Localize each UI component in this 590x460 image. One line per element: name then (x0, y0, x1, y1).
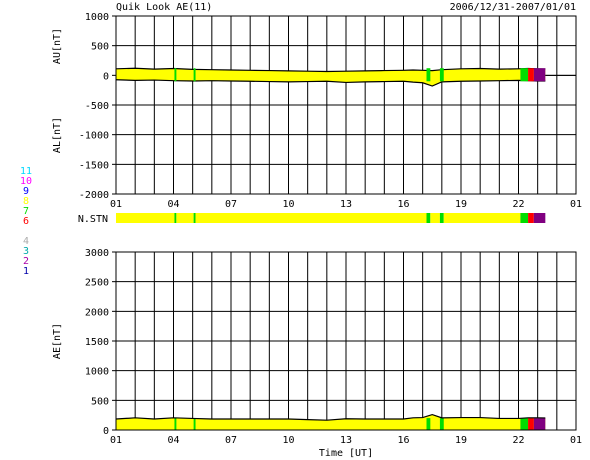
x-tick-label: 19 (455, 435, 467, 446)
station-segment (193, 213, 196, 223)
ae-station-segment (426, 418, 431, 430)
x-tick-label: 10 (282, 435, 294, 446)
legend-entry: 11 (20, 166, 32, 177)
al-axis-label: AL[nT] (52, 117, 63, 153)
legend-entry: 2 (23, 256, 29, 267)
x-axis-label: Time [UT] (319, 448, 373, 459)
station-segment (443, 213, 521, 223)
n-stn-label: N.STN (78, 214, 108, 225)
y-tick-label: -1000 (79, 131, 109, 142)
y-tick-label: -500 (85, 101, 109, 112)
y-tick-label: -1500 (79, 160, 109, 171)
x-tick-label: 16 (397, 435, 409, 446)
au-al-station-segment (426, 68, 431, 82)
au-series-line (115, 67, 546, 73)
station-segment (426, 213, 431, 223)
ae-station-segment (528, 418, 534, 430)
legend-entry: 9 (23, 186, 29, 197)
station-segment (533, 213, 546, 223)
station-segment (520, 213, 529, 223)
ae-station-segment (439, 418, 444, 430)
legend-entry: 10 (20, 176, 32, 187)
legend-entry: 7 (23, 206, 29, 217)
au-al-station-segment (439, 68, 444, 82)
al-series-line (115, 79, 546, 87)
x-tick-label: 04 (167, 199, 179, 210)
y-tick-label: 500 (91, 396, 109, 407)
ae-area (116, 414, 546, 430)
x-tick-label: 13 (340, 435, 352, 446)
x-tick-label: 10 (282, 199, 294, 210)
chart-title: Quik Look AE(11) (116, 2, 212, 13)
ae-station-segment (193, 418, 196, 430)
x-tick-label: 01 (110, 199, 122, 210)
ae-station-segment (533, 418, 546, 430)
x-tick-label: 01 (110, 435, 122, 446)
legend-entry: 4 (23, 236, 29, 247)
y-tick-label: 2000 (85, 307, 109, 318)
station-segment (176, 213, 194, 223)
y-tick-label: 500 (91, 42, 109, 53)
x-tick-label: 13 (340, 199, 352, 210)
y-tick-label: 1000 (85, 367, 109, 378)
ae-series-line (115, 413, 546, 421)
station-segment (528, 213, 534, 223)
x-tick-label: 19 (455, 199, 467, 210)
y-tick-label: 0 (103, 426, 109, 437)
station-segment (439, 213, 444, 223)
x-tick-label: 07 (225, 435, 237, 446)
au-al-frame (115, 15, 577, 195)
ae-station-segment (520, 418, 529, 430)
x-tick-label: 22 (512, 199, 524, 210)
y-tick-label: 1500 (85, 337, 109, 348)
au-axis-label: AU[nT] (52, 28, 63, 64)
y-tick-label: 1000 (85, 12, 109, 23)
legend-entry: 3 (23, 246, 29, 257)
au-al-station-segment (193, 68, 196, 82)
station-segment (174, 213, 177, 223)
y-tick-label: 3000 (85, 248, 109, 259)
ae-frame (115, 251, 577, 431)
au-al-station-segment (520, 68, 529, 82)
station-segment (116, 213, 175, 223)
x-tick-label: 16 (397, 199, 409, 210)
station-segment (195, 213, 427, 223)
station-count-panel: N.STN (78, 213, 546, 225)
ae-station-segment (174, 418, 177, 430)
x-tick-label: 07 (225, 199, 237, 210)
x-tick-label: 01 (570, 435, 582, 446)
au-al-band (116, 68, 546, 87)
x-tick-label: 01 (570, 199, 582, 210)
x-tick-label: 22 (512, 435, 524, 446)
x-tick-label: 04 (167, 435, 179, 446)
legend-entry: 5 (23, 226, 29, 237)
date-range: 2006/12/31-2007/01/01 (450, 2, 576, 13)
y-tick-label: -2000 (79, 190, 109, 201)
legend-entry: 8 (23, 196, 29, 207)
y-tick-label: 0 (103, 71, 109, 82)
au-al-station-segment (528, 68, 534, 82)
ae-axis-label: AE[nT] (52, 323, 63, 359)
au-al-station-segment (533, 68, 546, 82)
station-segment (430, 213, 440, 223)
y-tick-label: 2500 (85, 278, 109, 289)
legend-entry: 1 (23, 266, 29, 277)
au-al-station-segment (174, 68, 177, 82)
legend-entry: 6 (23, 216, 29, 227)
